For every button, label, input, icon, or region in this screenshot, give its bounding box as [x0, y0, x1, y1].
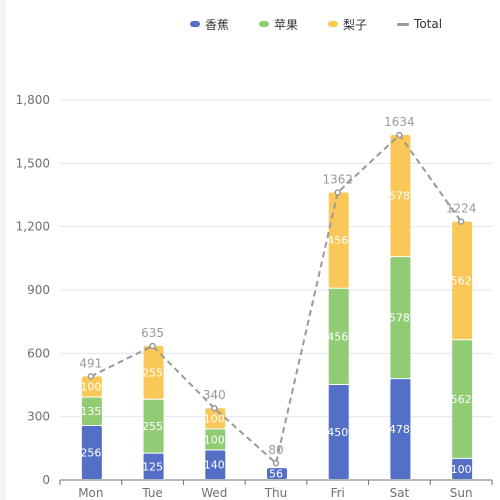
- bar-banana: [205, 450, 226, 479]
- bar-value-label-pear: 562: [451, 274, 472, 287]
- total-value-label: 340: [203, 388, 226, 402]
- bar-pear: [205, 408, 226, 429]
- y-tick-label: 1,200: [16, 220, 50, 234]
- bar-value-label-banana: 56: [269, 468, 283, 481]
- bar-apple: [143, 399, 164, 453]
- y-tick-label: 1,500: [16, 156, 50, 170]
- total-value-label: 1362: [322, 172, 353, 186]
- bar-pear: [452, 221, 473, 340]
- x-tick-label: Fri: [331, 486, 345, 500]
- total-value-label: 1224: [446, 202, 477, 216]
- bar-value-label-pear: 100: [204, 412, 225, 425]
- legend-item-total[interactable]: Total: [397, 17, 442, 31]
- y-tick-label: 600: [27, 346, 50, 360]
- y-tick-label: 0: [42, 473, 50, 487]
- legend-item-pear[interactable]: 梨子: [328, 16, 367, 33]
- legend-item-apple[interactable]: 苹果: [259, 16, 298, 33]
- bar-value-label-apple: 255: [142, 420, 163, 433]
- x-tick-label: Wed: [201, 486, 227, 500]
- legend-swatch-pear: [328, 21, 339, 27]
- total-value-label: 635: [141, 326, 164, 340]
- legend-label-apple: 苹果: [274, 17, 299, 32]
- y-tick-label: 1,800: [16, 93, 50, 107]
- bar-value-label-apple: 456: [327, 330, 348, 343]
- total-point: [457, 218, 465, 225]
- total-point: [272, 459, 280, 467]
- legend-label-pear: 梨子: [343, 17, 368, 32]
- total-value-label: 491: [79, 356, 102, 370]
- bar-apple: [81, 397, 102, 425]
- bar-value-label-pear: 456: [327, 234, 348, 247]
- bar-apple: [205, 429, 226, 450]
- bar-pear: [81, 376, 102, 397]
- total-point: [87, 373, 95, 380]
- legend-item-banana[interactable]: 香蕉: [190, 16, 229, 33]
- bar-pear: [390, 135, 411, 257]
- bar-value-label-banana: 450: [327, 426, 348, 439]
- total-value-label: 80: [268, 443, 283, 457]
- bar-apple: [452, 340, 473, 458]
- legend-swatch-total: [397, 22, 410, 26]
- legend-label-banana: 香蕉: [205, 17, 230, 32]
- legend-swatch-banana: [190, 21, 200, 27]
- bar-value-label-banana: 125: [142, 460, 163, 473]
- legend-swatch-apple: [259, 21, 270, 27]
- bar-value-label-banana: 140: [204, 459, 225, 472]
- total-point: [334, 189, 341, 196]
- x-tick-label: Mon: [78, 486, 103, 500]
- x-tick-label: Sun: [450, 486, 473, 500]
- total-point: [149, 342, 156, 350]
- bar-banana: [390, 379, 411, 479]
- bar-banana: [267, 468, 287, 479]
- legend: 香蕉 苹果 梨子 Total: [190, 14, 492, 34]
- bar-value-label-apple: 135: [80, 405, 101, 418]
- x-tick-label: Sat: [390, 486, 410, 500]
- legend-label-total: Total: [414, 17, 443, 31]
- bar-value-label-pear: 578: [389, 190, 410, 203]
- total-point: [211, 404, 218, 412]
- bar-value-label-apple: 578: [389, 312, 410, 325]
- bar-apple: [328, 288, 349, 384]
- bar-value-label-banana: 478: [389, 423, 410, 436]
- bar-banana: [328, 385, 349, 479]
- total-value-label: 1634: [384, 115, 415, 129]
- bar-value-label-pear: 100: [80, 380, 101, 393]
- total-line: [90, 133, 462, 465]
- y-tick-label: 300: [27, 410, 50, 424]
- bar-banana: [81, 425, 102, 479]
- x-tick-label: Tue: [141, 486, 163, 500]
- bar-value-label-banana: 100: [451, 463, 472, 476]
- y-tick-label: 900: [27, 283, 50, 297]
- bar-value-label-apple: 562: [451, 393, 472, 406]
- bar-value-label-pear: 255: [142, 366, 163, 379]
- bar-apple: [390, 257, 411, 379]
- bar-value-label-apple: 100: [204, 433, 225, 446]
- total-point: [396, 131, 403, 139]
- bar-pear: [143, 345, 164, 399]
- bar-banana: [143, 453, 164, 479]
- bar-banana: [452, 458, 473, 479]
- bar-value-label-banana: 256: [80, 446, 101, 459]
- x-tick-label: Thu: [264, 486, 288, 500]
- bar-pear: [328, 192, 349, 288]
- left-panel-edge: [0, 0, 6, 500]
